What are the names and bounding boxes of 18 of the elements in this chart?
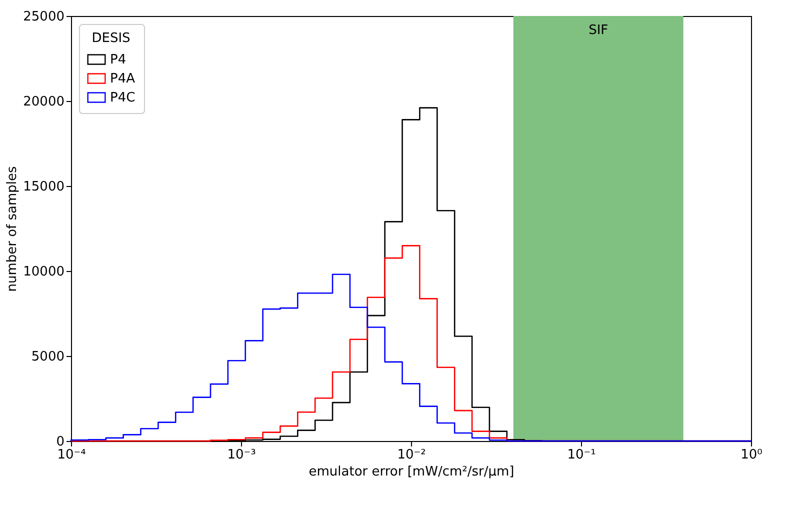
y-tick-label: 10000 (23, 264, 64, 280)
band-label: SIF (588, 23, 608, 38)
x-tick-label: 10⁻³ (227, 448, 256, 462)
legend-label: P4A (110, 72, 136, 86)
y-tick-label: 5000 (31, 350, 64, 364)
y-axis-title: number of samples (5, 166, 20, 292)
legend-title: DESIS (92, 31, 130, 46)
x-tick-label: 10⁰ (740, 448, 762, 462)
y-tick-label: 20000 (23, 94, 64, 110)
legend-label: P4 (110, 52, 126, 68)
x-tick-label: 10⁻¹ (567, 448, 596, 462)
y-tick-label: 25000 (23, 10, 64, 24)
x-axis-title: emulator error [mW/cm²/sr/μm] (308, 464, 514, 480)
y-tick-label: 0 (56, 434, 64, 450)
x-tick-label: 10⁻² (397, 448, 426, 462)
y-tick-label: 15000 (23, 180, 64, 194)
x-tick-label: 10⁻⁴ (57, 448, 86, 462)
legend-label: P4C (110, 90, 136, 106)
